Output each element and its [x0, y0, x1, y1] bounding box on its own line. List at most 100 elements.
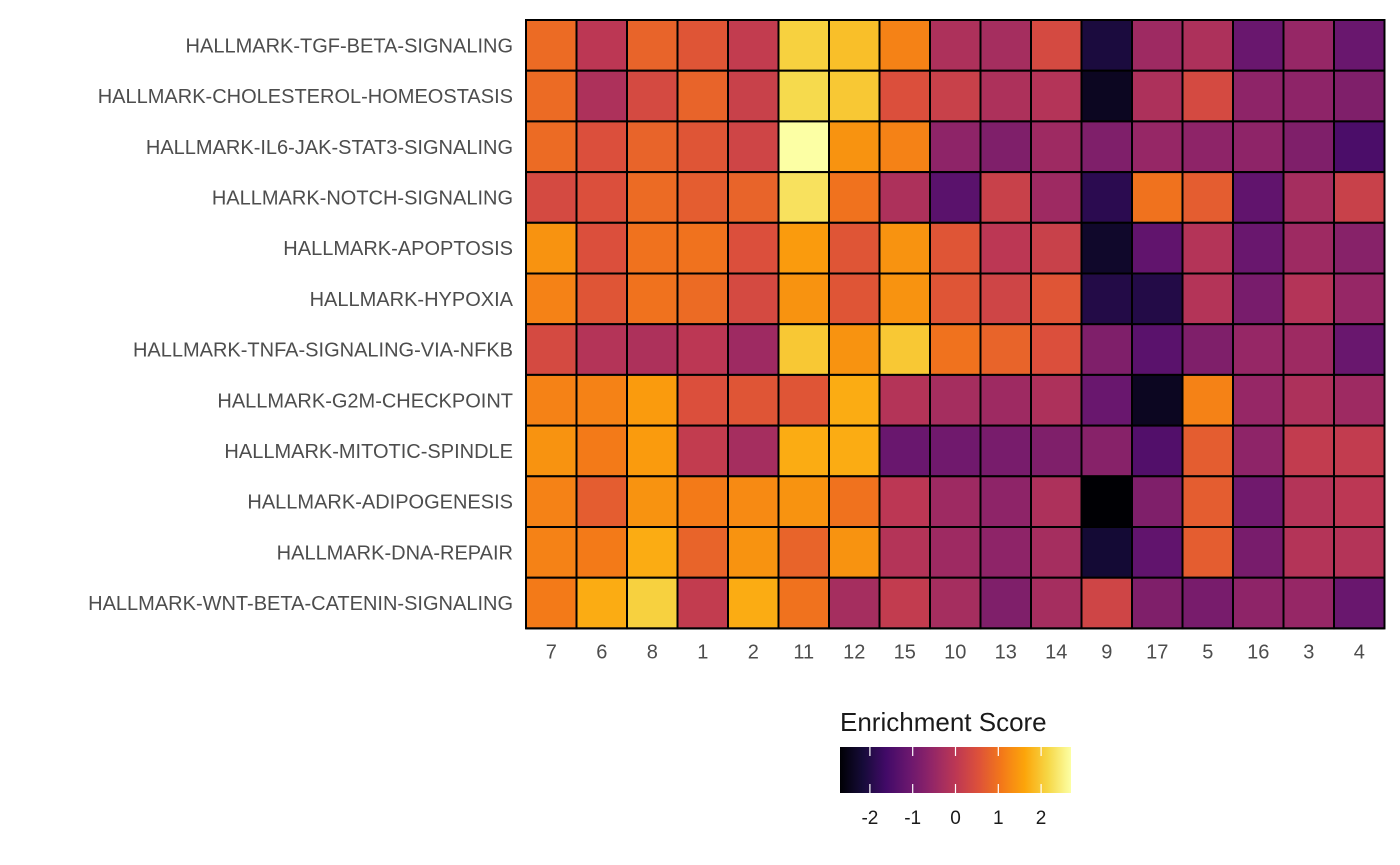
heatmap-cell [1232, 526, 1285, 579]
heatmap-cell [929, 576, 982, 630]
heatmap-cell [828, 373, 881, 427]
heatmap-cell [626, 171, 679, 224]
heatmap-cell [979, 221, 1032, 275]
heatmap-cell [676, 171, 729, 224]
heatmap-cell [979, 373, 1032, 427]
column-label: 15 [894, 641, 916, 663]
heatmap-cell [828, 272, 881, 326]
heatmap-cell [1282, 19, 1335, 72]
heatmap-cell [878, 526, 931, 579]
heatmap-cell [1232, 221, 1285, 275]
heatmap-cell [979, 475, 1032, 528]
heatmap-cell [1080, 424, 1133, 478]
column-label: 6 [596, 641, 607, 663]
heatmap-cell [1131, 19, 1184, 72]
heatmap-cell [1131, 475, 1184, 528]
heatmap-cell [878, 373, 931, 427]
heatmap-cell [727, 120, 780, 174]
heatmap-cell [1181, 373, 1234, 427]
heatmap-cell [1282, 221, 1335, 275]
legend-title: Enrichment Score [840, 707, 1047, 737]
heatmap-cell [727, 69, 780, 123]
heatmap-cell [575, 69, 628, 123]
heatmap-cell [1131, 424, 1184, 478]
heatmap-cell [1333, 120, 1386, 174]
heatmap-cell [1080, 19, 1133, 72]
heatmap-cell [929, 323, 982, 376]
heatmap-cell [1333, 69, 1386, 123]
column-label: 5 [1202, 641, 1213, 663]
heatmap-cell [979, 424, 1032, 478]
heatmap-cell [1232, 171, 1285, 224]
column-label: 16 [1247, 641, 1269, 663]
heatmap-cell [1232, 19, 1285, 72]
legend-tick-label: -1 [904, 808, 921, 829]
heatmap-cell [1282, 120, 1335, 174]
heatmap-cell [777, 526, 830, 579]
row-label: HALLMARK-CHOLESTEROL-HOMEOSTASIS [98, 86, 513, 108]
heatmap-cell [929, 272, 982, 326]
heatmap-cell [878, 475, 931, 528]
heatmap-cell [929, 120, 982, 174]
heatmap-cell [1030, 272, 1083, 326]
heatmap-cell [575, 272, 628, 326]
heatmap-cell [575, 323, 628, 376]
heatmap-cell [1030, 120, 1083, 174]
heatmap-cell [1181, 19, 1234, 72]
heatmap-cell [929, 171, 982, 224]
heatmap-cell [1181, 323, 1234, 376]
heatmap-cell [929, 69, 982, 123]
heatmap-cell [626, 221, 679, 275]
heatmap-cell [878, 120, 931, 174]
heatmap-cell [828, 576, 881, 630]
heatmap-cell [1030, 424, 1083, 478]
heatmap-cell [777, 120, 830, 174]
heatmap-cell [676, 272, 729, 326]
heatmap-cell [828, 475, 881, 528]
heatmap-cell [1333, 221, 1386, 275]
column-label: 1 [697, 641, 708, 663]
row-label: HALLMARK-MITOTIC-SPINDLE [224, 441, 513, 463]
heatmap-cell [1333, 526, 1386, 579]
heatmap-cell [828, 69, 881, 123]
heatmap-cell [1282, 526, 1335, 579]
heatmap-cell [727, 171, 780, 224]
heatmap-cell [828, 19, 881, 72]
heatmap-cell [676, 323, 729, 376]
heatmap-cell [777, 272, 830, 326]
heatmap-cell [575, 526, 628, 579]
heatmap-cell [979, 272, 1032, 326]
heatmap-cell [1232, 69, 1285, 123]
heatmap-cell [727, 475, 780, 528]
heatmap-cell [676, 19, 729, 72]
heatmap-cell [575, 475, 628, 528]
heatmap-cell [1181, 475, 1234, 528]
heatmap-cell [525, 475, 578, 528]
row-label: HALLMARK-HYPOXIA [310, 289, 514, 311]
heatmap-cell [828, 323, 881, 376]
heatmap-cell [828, 526, 881, 579]
heatmap-cell [1333, 424, 1386, 478]
heatmap-cell [1131, 576, 1184, 630]
heatmap-cell [1030, 373, 1083, 427]
heatmap-cell [1080, 120, 1133, 174]
heatmap-cell [727, 323, 780, 376]
heatmap-cell [979, 526, 1032, 579]
heatmap-cell [525, 19, 578, 72]
heatmap-cell [1181, 120, 1234, 174]
heatmap-cell [777, 19, 830, 72]
heatmap-cell [929, 475, 982, 528]
heatmap-cell [727, 19, 780, 72]
heatmap-cell [878, 424, 931, 478]
heatmap-cell [1131, 373, 1184, 427]
heatmap-cell [1333, 19, 1386, 72]
heatmap-cell [1030, 221, 1083, 275]
heatmap-cell [979, 19, 1032, 72]
heatmap-cell [575, 171, 628, 224]
column-label: 13 [995, 641, 1017, 663]
heatmap-cell [1282, 323, 1335, 376]
heatmap-cell [1282, 69, 1335, 123]
heatmap-cell [1131, 171, 1184, 224]
column-label: 8 [647, 641, 658, 663]
